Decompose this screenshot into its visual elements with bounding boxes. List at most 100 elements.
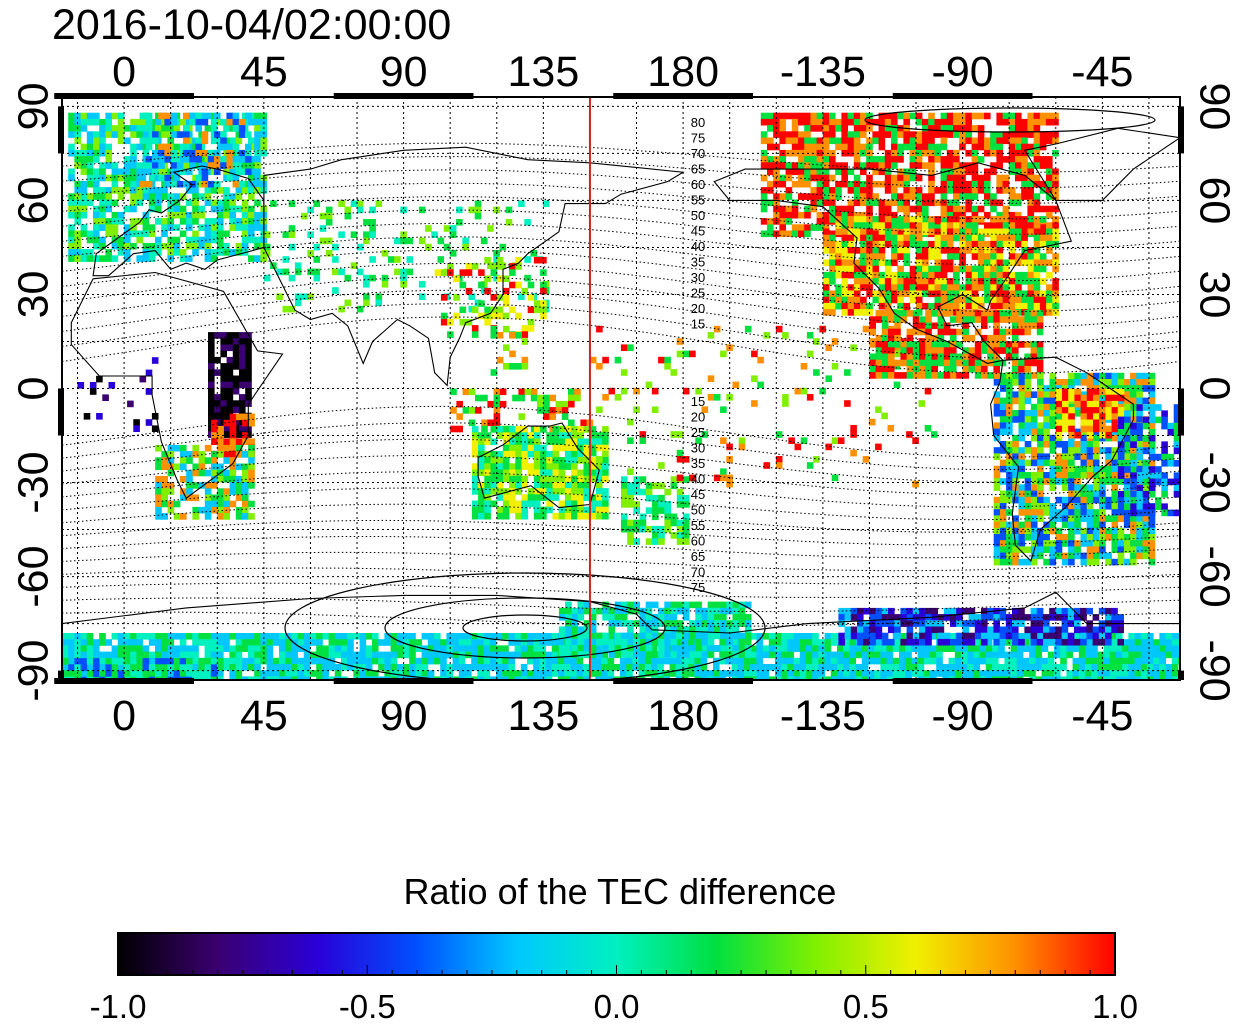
tec-cell <box>695 387 702 395</box>
tec-cell <box>953 222 960 229</box>
tec-cell <box>198 236 205 244</box>
tec-cell <box>627 437 634 444</box>
tec-cell <box>68 168 75 176</box>
tec-cell <box>979 657 987 665</box>
tec-cell <box>888 341 895 348</box>
tec-cell <box>965 137 972 145</box>
tec-cell <box>847 137 855 145</box>
tec-cell <box>93 639 100 646</box>
tec-cell <box>1012 334 1019 342</box>
tec-cell <box>773 180 780 188</box>
tec-cell <box>1117 407 1125 414</box>
tec-cell <box>217 249 224 256</box>
tec-cell <box>272 633 280 640</box>
tec-cell <box>1015 168 1022 176</box>
tec-cell <box>837 437 845 444</box>
tec-cell <box>338 268 345 276</box>
tec-cell <box>822 180 830 188</box>
tec-cell <box>1111 372 1119 380</box>
tec-cell <box>136 131 143 138</box>
tec-cell <box>394 256 401 263</box>
tec-cell <box>1008 228 1016 236</box>
tec-cell <box>1167 460 1175 467</box>
tec-cell <box>878 205 886 213</box>
tec-cell <box>897 216 904 223</box>
tec-cell <box>456 219 463 226</box>
tec-cell <box>1130 428 1137 436</box>
tec-cell <box>1136 391 1143 398</box>
tec-cell <box>1068 509 1075 516</box>
tec-cell <box>974 310 982 317</box>
tec-cell <box>518 388 525 396</box>
tec-cell <box>1117 416 1125 424</box>
tec-cell <box>1037 453 1044 460</box>
tec-cell <box>145 168 153 176</box>
tec-cell <box>316 633 323 640</box>
tec-cell <box>1036 341 1044 348</box>
tec-cell <box>822 131 830 138</box>
tec-cell <box>1136 379 1143 386</box>
tec-cell <box>124 205 131 213</box>
tec-cell <box>1024 422 1032 429</box>
tec-cell <box>897 234 904 242</box>
tec-cell <box>999 527 1007 535</box>
tec-cell <box>509 463 516 470</box>
tec-cell <box>248 162 255 169</box>
tec-cell <box>211 432 218 439</box>
tec-cell <box>161 187 168 194</box>
tec-cell <box>1030 410 1038 417</box>
tec-cell <box>425 225 432 232</box>
tec-cell <box>145 180 153 188</box>
tec-cell <box>332 268 339 276</box>
tec-cell <box>909 228 917 236</box>
tec-cell <box>946 240 954 248</box>
tec-cell <box>170 118 178 126</box>
tec-cell <box>1173 478 1180 486</box>
tec-cell <box>1030 341 1038 348</box>
tec-cell <box>483 639 491 646</box>
tec-cell <box>620 657 627 665</box>
tec-cell <box>515 475 522 483</box>
tec-cell <box>363 237 370 245</box>
tec-cell <box>242 482 249 489</box>
tec-cell <box>1111 558 1119 566</box>
tec-cell <box>937 328 945 336</box>
tec-cell <box>928 284 935 291</box>
tec-cell <box>903 278 911 285</box>
tec-cell <box>1086 552 1094 560</box>
tec-cell <box>483 657 491 665</box>
tec-cell <box>1046 137 1053 145</box>
tec-cell <box>1080 552 1088 560</box>
tec-cell <box>1021 118 1028 126</box>
tec-cell <box>906 359 914 367</box>
tec-cell <box>480 237 488 245</box>
tec-cell <box>183 125 190 132</box>
tec-cell <box>1117 447 1125 455</box>
tec-cell <box>83 413 91 420</box>
tec-cell <box>903 205 910 213</box>
tec-cell <box>664 488 671 496</box>
tec-cell <box>925 347 932 354</box>
tec-cell <box>294 293 302 300</box>
tec-cell <box>288 225 296 232</box>
tec-cell <box>1093 419 1100 427</box>
tec-cell <box>1130 472 1137 479</box>
tec-cell <box>658 507 665 514</box>
tec-cell <box>74 187 81 194</box>
tec-cell <box>1148 404 1156 411</box>
tec-cell <box>974 353 982 361</box>
tec-cell <box>888 347 895 354</box>
tec-cell <box>74 633 81 640</box>
tec-cell <box>639 437 647 444</box>
tec-cell <box>888 365 895 373</box>
tec-cell <box>652 507 659 514</box>
tec-cell <box>923 645 931 652</box>
tec-cell <box>652 525 659 533</box>
tec-cell <box>502 645 509 652</box>
tec-cell <box>533 300 541 307</box>
tec-cell <box>1004 651 1011 659</box>
tec-cell <box>923 657 931 665</box>
tec-cell <box>139 137 147 145</box>
tec-cell <box>192 469 199 477</box>
tec-cell <box>1052 112 1059 120</box>
